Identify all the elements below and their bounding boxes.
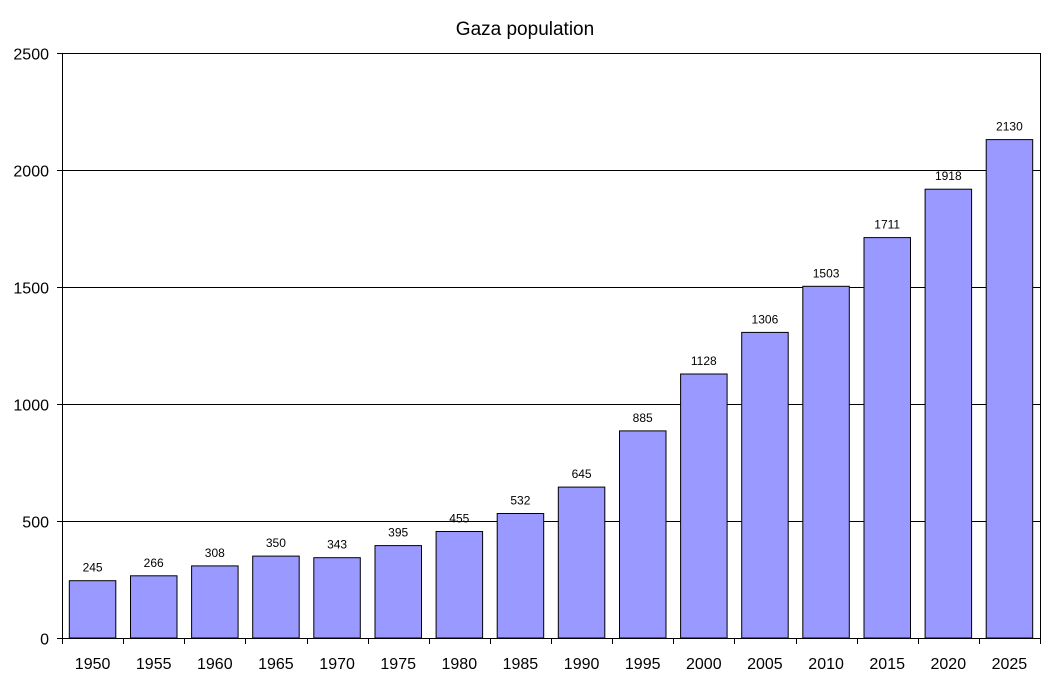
data-label: 350 — [266, 536, 286, 550]
data-label: 395 — [388, 526, 408, 540]
x-tick-label: 1990 — [564, 656, 600, 673]
y-tick-label: 1000 — [13, 398, 49, 415]
data-labels: 245 266 308 350 343 395 455 532 645 885 1128 1306 15… — [83, 120, 1023, 575]
bar-1995 — [619, 430, 667, 639]
x-tick-label: 2010 — [808, 656, 844, 673]
plot-frame — [62, 53, 1041, 639]
data-label: 532 — [510, 494, 530, 508]
data-label: 343 — [327, 538, 347, 552]
bar-1985 — [496, 513, 545, 639]
data-label: 645 — [572, 467, 592, 481]
bar-2020 — [924, 188, 973, 639]
data-label: 455 — [449, 512, 469, 526]
x-tick-label: 1965 — [258, 656, 294, 673]
x-tick-label: 1975 — [380, 656, 416, 673]
x-tick-label: 1950 — [75, 656, 111, 673]
bar-2025 — [985, 139, 1034, 639]
y-tick-label: 2500 — [13, 47, 49, 64]
y-tick-label: 2000 — [13, 164, 49, 181]
data-label: 308 — [205, 546, 225, 560]
bar-2015 — [863, 237, 911, 639]
bar-2005 — [741, 331, 789, 639]
data-label: 885 — [633, 411, 653, 425]
bar-1970 — [313, 557, 361, 639]
chart-title: Gaza population — [456, 19, 594, 40]
y-tick-label: 1500 — [13, 281, 49, 298]
x-tick-label: 2000 — [686, 656, 722, 673]
x-tick-label: 1960 — [197, 656, 233, 673]
x-tick-label: 2015 — [869, 656, 905, 673]
x-tick-label: 1980 — [442, 656, 478, 673]
data-label: 266 — [144, 556, 164, 570]
bar-2010 — [802, 285, 850, 639]
bar-1980 — [435, 531, 484, 639]
axes: 0 500 1000 1500 2000 2500 1950 1955 1960 1965 1970… — [13, 47, 1041, 673]
bar-1990 — [557, 486, 606, 639]
y-tick-label: 0 — [40, 632, 49, 649]
x-tick-label: 2020 — [931, 656, 967, 673]
data-label: 1503 — [813, 266, 840, 280]
data-label: 1711 — [874, 218, 900, 232]
data-label: 1306 — [752, 312, 779, 326]
bar-1955 — [130, 575, 178, 639]
x-tick-label: 2025 — [992, 656, 1028, 673]
data-label: 1128 — [691, 354, 717, 368]
bar-1975 — [374, 545, 422, 639]
x-tick-label: 1995 — [625, 656, 661, 673]
data-label: 1918 — [935, 169, 962, 183]
bar-1960 — [191, 565, 239, 639]
y-tick-label: 500 — [22, 515, 49, 532]
bar-1965 — [252, 555, 300, 639]
x-tick-label: 1955 — [136, 656, 172, 673]
bar-1950 — [68, 580, 117, 639]
x-tick-label: 2005 — [747, 656, 783, 673]
data-label: 2130 — [996, 120, 1023, 134]
x-tick-label: 1985 — [503, 656, 539, 673]
bar-2000 — [680, 373, 728, 639]
x-tick-label: 1970 — [319, 656, 355, 673]
bars — [68, 139, 1034, 639]
data-label: 245 — [83, 561, 103, 575]
